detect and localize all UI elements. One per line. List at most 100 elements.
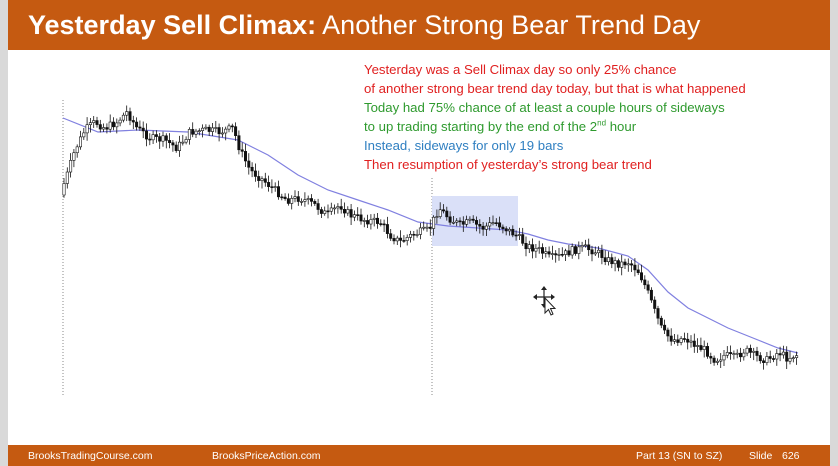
bull-candle (422, 226, 426, 229)
bull-candle (468, 218, 472, 221)
bear-candle (296, 196, 300, 202)
bear-candle (762, 360, 766, 363)
bull-candle (290, 198, 294, 204)
bear-candle (230, 125, 234, 128)
bull-candle (408, 233, 412, 238)
move-cursor-icon (533, 286, 557, 316)
bear-candle (531, 244, 535, 252)
bull-candle (395, 237, 399, 242)
bear-candle (682, 338, 686, 340)
bear-candle (504, 228, 508, 232)
bull-candle (108, 121, 112, 130)
bear-candle (748, 347, 752, 353)
bear-candle (375, 217, 379, 224)
bull-candle (438, 209, 442, 217)
bear-candle (676, 339, 680, 343)
bear-candle (603, 257, 607, 263)
bear-candle (686, 338, 690, 343)
bull-candle (557, 253, 561, 256)
bear-candle (164, 135, 168, 141)
bull-candle (491, 222, 495, 224)
bull-candle (597, 249, 601, 254)
bear-candle (237, 135, 241, 151)
bull-candle (425, 226, 429, 229)
bear-candle (630, 263, 634, 266)
bull-candle (732, 353, 736, 355)
bull-candle (689, 340, 693, 343)
bull-candle (613, 260, 617, 265)
bear-candle (313, 201, 317, 204)
bull-candle (702, 346, 706, 350)
footer-site-1: BrooksTradingCourse.com (28, 450, 153, 462)
bear-candle (481, 225, 485, 230)
bull-candle (178, 141, 182, 151)
bear-candle (590, 249, 594, 255)
bull-candle (537, 247, 541, 249)
bull-candle (620, 261, 624, 268)
bear-candle (653, 299, 657, 309)
bear-candle (669, 335, 673, 342)
bull-candle (214, 127, 218, 129)
bull-candle (570, 246, 574, 256)
bull-candle (715, 360, 719, 363)
bull-candle (484, 225, 488, 230)
bull-candle (323, 210, 327, 214)
bear-candle (342, 208, 346, 214)
bear-candle (135, 121, 139, 128)
bull-candle (121, 114, 125, 121)
bull-candle (372, 217, 376, 220)
bull-candle (517, 234, 521, 236)
bear-candle (145, 130, 149, 140)
bear-candle (267, 182, 271, 187)
title-bold: Yesterday Sell Climax: (28, 10, 317, 40)
bull-candle (765, 356, 769, 363)
bear-candle (105, 127, 109, 130)
footer-site-2: BrooksPriceAction.com (212, 450, 321, 462)
bull-candle (672, 339, 676, 342)
bull-candle (75, 146, 79, 154)
bear-candle (494, 222, 498, 224)
bear-candle (247, 160, 251, 168)
bull-candle (788, 357, 792, 362)
bull-candle (719, 359, 723, 362)
bear-candle (498, 222, 502, 228)
title-bar: Yesterday Sell Climax: Another Strong Be… (8, 0, 830, 50)
bear-candle (471, 218, 475, 221)
bear-candle (474, 220, 478, 225)
bear-candle (448, 216, 452, 223)
bear-candle (283, 196, 287, 199)
bear-candle (359, 214, 363, 222)
bull-candle (293, 196, 297, 199)
bear-candle (349, 209, 353, 218)
bull-candle (580, 245, 584, 248)
bull-candle (527, 244, 531, 250)
bull-candle (125, 111, 129, 116)
bear-candle (560, 253, 564, 256)
bear-candle (171, 142, 175, 146)
bull-candle (65, 171, 69, 184)
bull-candle (583, 244, 587, 247)
bull-candle (82, 132, 86, 138)
bull-candle (465, 219, 469, 225)
bear-candle (385, 224, 389, 234)
bear-candle (785, 351, 789, 362)
bear-candle (521, 234, 525, 244)
bear-candle (257, 176, 261, 181)
bear-candle (399, 237, 403, 241)
bear-candle (263, 178, 267, 183)
bull-candle (745, 347, 749, 354)
bear-candle (755, 350, 759, 356)
note-line-3: Today had 75% chance of at least a coupl… (364, 100, 725, 115)
footer-slide-number: 626 (782, 450, 800, 462)
bear-candle (286, 198, 290, 204)
bull-candle (752, 350, 756, 353)
bull-candle (534, 247, 538, 252)
bull-candle (79, 136, 83, 148)
bear-candle (131, 120, 135, 123)
annotation-text: Yesterday was a Sell Climax day so only … (364, 60, 746, 174)
bull-candle (102, 127, 106, 130)
price-chart (62, 100, 799, 395)
bull-candle (201, 127, 205, 131)
bull-candle (781, 351, 785, 356)
bear-candle (705, 346, 709, 357)
